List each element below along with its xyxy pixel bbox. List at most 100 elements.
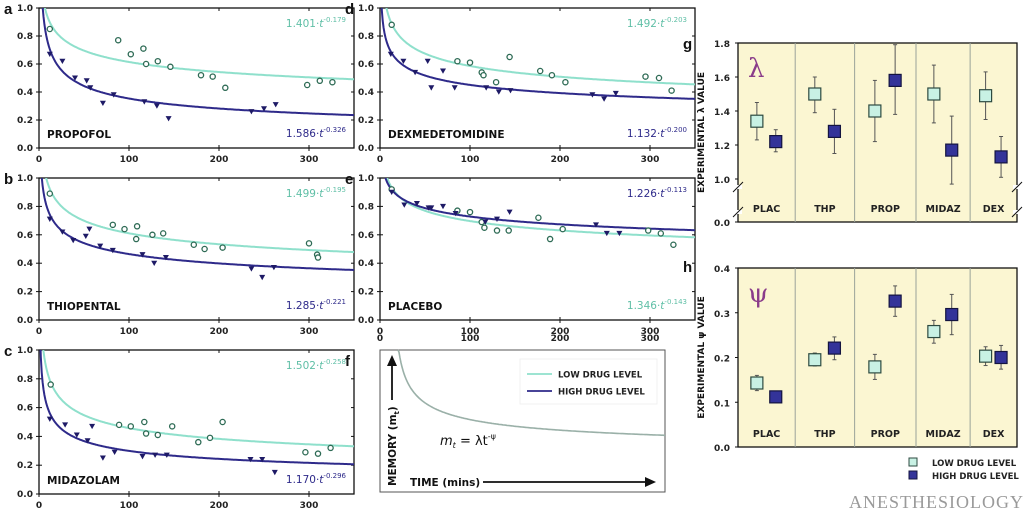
y-tick-label: 0.2 (358, 116, 374, 126)
category-label: DEX (983, 204, 1005, 215)
x-tick-label: 300 (300, 327, 319, 337)
data-point-high (89, 423, 96, 430)
x-arrow-head (645, 477, 656, 487)
eq-var: t (660, 300, 665, 312)
data-point-low (670, 241, 677, 248)
data-point-high (272, 102, 279, 108)
x-tick-label: 200 (210, 155, 229, 165)
legend-label: LOW DRUG LEVEL (558, 371, 643, 381)
parameter-symbol: ψ (748, 279, 768, 309)
plot-frame (379, 177, 696, 321)
fit-equation-high: 1.285·t-0.221 (286, 298, 346, 312)
data-point-high (110, 92, 117, 98)
x-tick-label: 100 (120, 327, 139, 337)
data-point-high (247, 456, 254, 463)
category-label: THP (814, 204, 835, 215)
data-point-high (452, 211, 459, 217)
legend-gh: LOW DRUG LEVEL HIGH DRUG LEVEL (908, 457, 1019, 482)
category-label: DEX (983, 429, 1005, 440)
data-point-high (387, 51, 394, 57)
legend-box (519, 358, 658, 405)
legend-label: HIGH DRUG LEVEL (558, 388, 645, 398)
data-point-low (644, 227, 652, 234)
data-point-high (589, 92, 596, 98)
data-point-low (132, 235, 140, 243)
y-tick-label: 0.0 (358, 144, 374, 154)
x-tick-label: 0 (377, 155, 383, 165)
eq-var: t (319, 474, 324, 486)
legend-label: HIGH DRUG LEVEL (932, 472, 1019, 482)
marker-high (769, 390, 783, 404)
fit-curve-high (384, 178, 695, 232)
data-point-low (142, 60, 150, 68)
panel-letter: a (4, 1, 13, 18)
data-point-high (483, 85, 490, 91)
model-curve (397, 349, 665, 437)
eq-var: t (319, 128, 324, 140)
y-tick-label: 0.8 (17, 375, 33, 385)
eq-coef: 1.586· (286, 128, 319, 140)
data-point-high (428, 205, 435, 211)
data-point-low (47, 381, 54, 388)
data-point-low (195, 438, 202, 446)
axis-break-mark (732, 181, 744, 193)
y-tick-label: 1.2 (714, 142, 730, 152)
data-point-low (141, 418, 148, 426)
fit-equation-high: 1.586·t-0.326 (286, 126, 347, 140)
eq-exponent: -0.143 (664, 298, 687, 306)
eq-exponent: -0.203 (664, 16, 687, 24)
data-point-high (73, 432, 80, 438)
data-point-high (506, 209, 513, 215)
category-label: PLAC (753, 204, 780, 215)
eq-coef: 1.285· (286, 300, 319, 312)
marker-high (769, 135, 783, 149)
y-arrow-head (387, 355, 397, 366)
y-tick-label: 0.0 (714, 444, 730, 454)
data-point-high (248, 109, 255, 115)
data-point-high (440, 68, 446, 74)
data-point-low (222, 84, 229, 92)
panel-g: g 0.0 1.0 1.2 1.4 1.6 1.8 PLAC THP PROP MIDAZ DEX λ E… (683, 36, 1023, 229)
plot-frame (737, 267, 1018, 448)
drug-label: MIDAZOLAM (47, 475, 120, 487)
eq-exponent: -0.195 (323, 186, 346, 194)
data-point-low (655, 74, 663, 82)
data-point-low (142, 430, 150, 437)
y-tick-label: 0.2 (714, 355, 730, 365)
data-point-high (151, 260, 158, 266)
data-point-high (72, 75, 78, 81)
eq-coef: 1.170· (286, 474, 319, 486)
y-tick-label: 0.6 (17, 404, 33, 414)
data-point-high (482, 219, 489, 225)
data-point-high (271, 469, 278, 476)
y-tick-label: 0.1 (714, 399, 730, 409)
x-tick-label: 100 (461, 334, 480, 344)
data-point-high (494, 216, 500, 222)
fit-curve-low (386, 178, 695, 239)
data-point-low (154, 431, 162, 439)
y-tick-label: 1.6 (714, 74, 730, 84)
eq-coef: 1.401· (286, 18, 319, 30)
data-point-low (219, 418, 226, 426)
y-tick-label: 0.6 (358, 60, 374, 70)
y-tick-label: 1.0 (358, 4, 374, 14)
data-point-low (642, 73, 649, 80)
fit-curve-low (385, 8, 695, 86)
marker-high (994, 150, 1008, 164)
data-point-low (114, 36, 122, 44)
y-tick-label: 0.2 (358, 288, 374, 298)
marker-high (994, 350, 1008, 365)
plot-frame (38, 349, 355, 495)
data-point-high (601, 96, 608, 102)
data-point-high (401, 202, 408, 208)
panel-b: b 0.0 0.2 0.4 0.6 0.8 1.0 0 100 200 300 THIOPENTAL 1… (4, 171, 355, 337)
data-point-high (46, 216, 53, 222)
data-point-low (109, 221, 117, 229)
y-tick-label: 0.3 (714, 310, 730, 320)
y-axis-label: EXPERIMENTAL ψ VALUE (697, 296, 707, 419)
data-point-high (507, 88, 514, 94)
data-point-high (70, 237, 77, 244)
marker-high (827, 341, 842, 355)
marker-low (978, 349, 993, 363)
